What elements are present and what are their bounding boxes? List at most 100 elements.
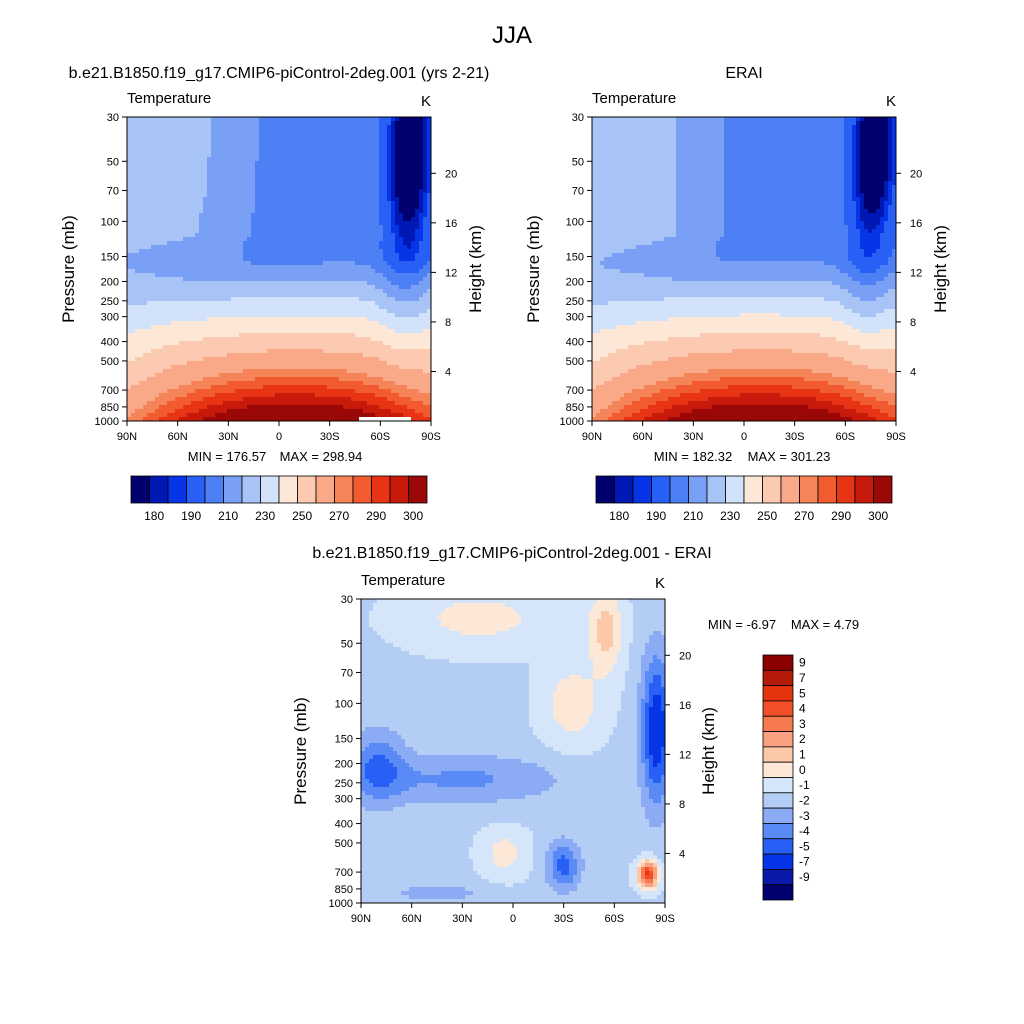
field-cell	[367, 285, 372, 290]
field-cell	[351, 161, 356, 166]
field-cell	[195, 177, 200, 182]
field-cell	[291, 369, 296, 374]
field-cell	[287, 169, 292, 174]
field-cell	[323, 245, 328, 250]
field-cell	[215, 305, 220, 310]
field-cell	[195, 121, 200, 126]
field-cell	[259, 117, 264, 122]
field-cell	[239, 117, 244, 122]
field-cell	[175, 249, 180, 254]
field-cell	[339, 249, 344, 254]
field-cell	[347, 181, 352, 186]
field-cell	[155, 241, 160, 246]
field-cell	[383, 317, 388, 322]
field-cell	[159, 125, 164, 130]
field-cell	[211, 333, 216, 338]
field-cell	[395, 125, 400, 130]
field-cell	[287, 353, 292, 358]
field-cell	[427, 249, 431, 254]
field-cell	[195, 309, 200, 314]
field-cell	[267, 201, 272, 206]
field-cell	[235, 205, 240, 210]
field-cell	[127, 185, 132, 190]
field-cell	[379, 321, 384, 326]
field-cell	[279, 297, 284, 302]
field-cell	[411, 349, 416, 354]
field-cell	[135, 117, 140, 122]
field-cell	[307, 217, 312, 222]
field-cell	[407, 265, 412, 270]
field-cell	[327, 353, 332, 358]
field-cell	[271, 357, 276, 362]
field-cell	[407, 121, 412, 126]
field-cell	[179, 365, 184, 370]
field-cell	[159, 333, 164, 338]
field-cell	[139, 225, 144, 230]
field-cell	[355, 177, 360, 182]
field-cell	[231, 265, 236, 270]
field-cell	[399, 189, 404, 194]
field-cell	[203, 361, 208, 366]
field-cell	[319, 181, 324, 186]
field-cell	[187, 289, 192, 294]
field-cell	[291, 125, 296, 130]
field-cell	[159, 181, 164, 186]
field-cell	[151, 161, 156, 166]
field-cell	[151, 309, 156, 314]
field-cell	[411, 193, 416, 198]
field-cell	[159, 317, 164, 322]
field-cell	[191, 253, 196, 258]
field-cell	[283, 313, 288, 318]
field-cell	[403, 357, 408, 362]
field-cell	[199, 365, 204, 370]
field-cell	[303, 325, 308, 330]
field-cell	[127, 241, 132, 246]
field-cell	[143, 313, 148, 318]
field-cell	[327, 185, 332, 190]
field-cell	[223, 293, 228, 298]
field-cell	[327, 341, 332, 346]
field-cell	[159, 233, 164, 238]
field-cell	[283, 237, 288, 242]
field-cell	[267, 205, 272, 210]
field-cell	[211, 213, 216, 218]
field-cell	[179, 293, 184, 298]
field-cell	[351, 213, 356, 218]
field-cell	[147, 333, 152, 338]
field-cell	[147, 193, 152, 198]
field-cell	[351, 153, 356, 158]
field-cell	[383, 185, 388, 190]
field-cell	[179, 357, 184, 362]
field-cell	[275, 357, 280, 362]
field-cell	[359, 325, 364, 330]
field-cell	[355, 253, 360, 258]
field-cell	[263, 149, 268, 154]
field-cell	[203, 129, 208, 134]
field-cell	[287, 213, 292, 218]
field-cell	[279, 321, 284, 326]
field-cell	[143, 169, 148, 174]
field-cell	[283, 249, 288, 254]
field-cell	[327, 321, 332, 326]
field-cell	[327, 293, 332, 298]
field-cell	[335, 121, 340, 126]
field-cell	[275, 297, 280, 302]
field-cell	[267, 301, 272, 306]
field-cell	[383, 321, 388, 326]
field-cell	[383, 325, 388, 330]
field-cell	[335, 177, 340, 182]
field-cell	[279, 325, 284, 330]
field-cell	[319, 369, 324, 374]
field-cell	[159, 145, 164, 150]
field-cell	[355, 245, 360, 250]
field-cell	[367, 245, 372, 250]
field-cell	[259, 201, 264, 206]
field-cell	[263, 217, 268, 222]
field-cell	[143, 377, 148, 382]
field-cell	[143, 325, 148, 330]
field-cell	[183, 341, 188, 346]
field-cell	[347, 117, 352, 122]
field-cell	[371, 121, 376, 126]
field-cell	[427, 301, 431, 306]
field-cell	[415, 253, 420, 258]
